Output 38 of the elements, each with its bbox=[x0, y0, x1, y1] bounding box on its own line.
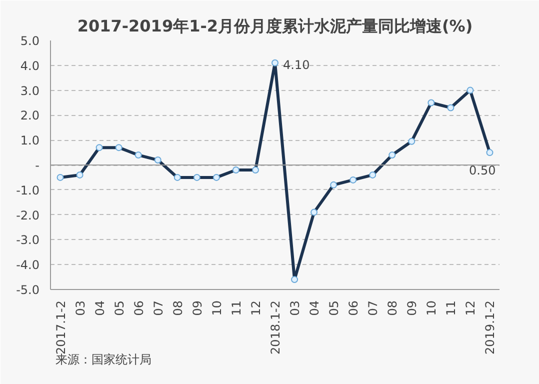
data-label: 4.10 bbox=[283, 58, 310, 72]
x-tick-label: 09 bbox=[405, 300, 420, 316]
x-tick-label: 08 bbox=[170, 300, 185, 316]
x-tick-label: 10 bbox=[210, 300, 224, 316]
x-tick-label: 03 bbox=[288, 300, 302, 316]
x-tick-label: 04 bbox=[308, 300, 322, 316]
y-tick-label: 4.0 bbox=[20, 58, 40, 73]
data-label: 0.50 bbox=[469, 164, 496, 178]
x-tick-label: 03 bbox=[73, 300, 88, 316]
x-tick-label: 06 bbox=[346, 300, 361, 316]
x-tick-label: 05 bbox=[327, 300, 342, 316]
y-tick-label: -4.0 bbox=[16, 258, 40, 272]
y-tick-label: 2.0 bbox=[20, 108, 40, 123]
x-tick-label: 12 bbox=[464, 300, 478, 316]
source-note: 来源：国家统计局 bbox=[56, 352, 152, 366]
x-tick-label: 11 bbox=[444, 300, 458, 316]
y-tick-label: - bbox=[35, 158, 40, 172]
y-tick-label: -1.0 bbox=[16, 183, 40, 198]
x-tick-label: 08 bbox=[386, 300, 400, 316]
x-tick-label: 2019.1-2 bbox=[483, 300, 498, 354]
x-tick-label: 07 bbox=[151, 300, 166, 316]
x-tick-label: 11 bbox=[229, 300, 244, 316]
x-tick-label: 05 bbox=[112, 300, 126, 316]
chart-title: 2017-2019年1-2月份月度累计水泥产量同比增速(%) bbox=[77, 16, 473, 36]
x-tick-label: 04 bbox=[92, 300, 107, 316]
y-tick-label: 1.0 bbox=[20, 134, 40, 148]
y-tick-label: 5.0 bbox=[20, 34, 40, 48]
y-tick-label: -3.0 bbox=[16, 233, 40, 248]
x-tick-label: 07 bbox=[366, 300, 380, 316]
x-tick-label: 10 bbox=[424, 300, 439, 316]
x-tick-label: 09 bbox=[190, 300, 204, 316]
x-tick-label: 2017.1-2 bbox=[54, 300, 68, 354]
y-tick-label: 3.0 bbox=[20, 84, 40, 98]
x-tick-label: 06 bbox=[132, 300, 146, 316]
x-tick-label: 2018.1-2 bbox=[268, 300, 282, 354]
y-tick-label: -5.0 bbox=[16, 283, 40, 297]
x-tick-label: 12 bbox=[248, 300, 263, 316]
y-tick-label: -2.0 bbox=[16, 208, 40, 222]
